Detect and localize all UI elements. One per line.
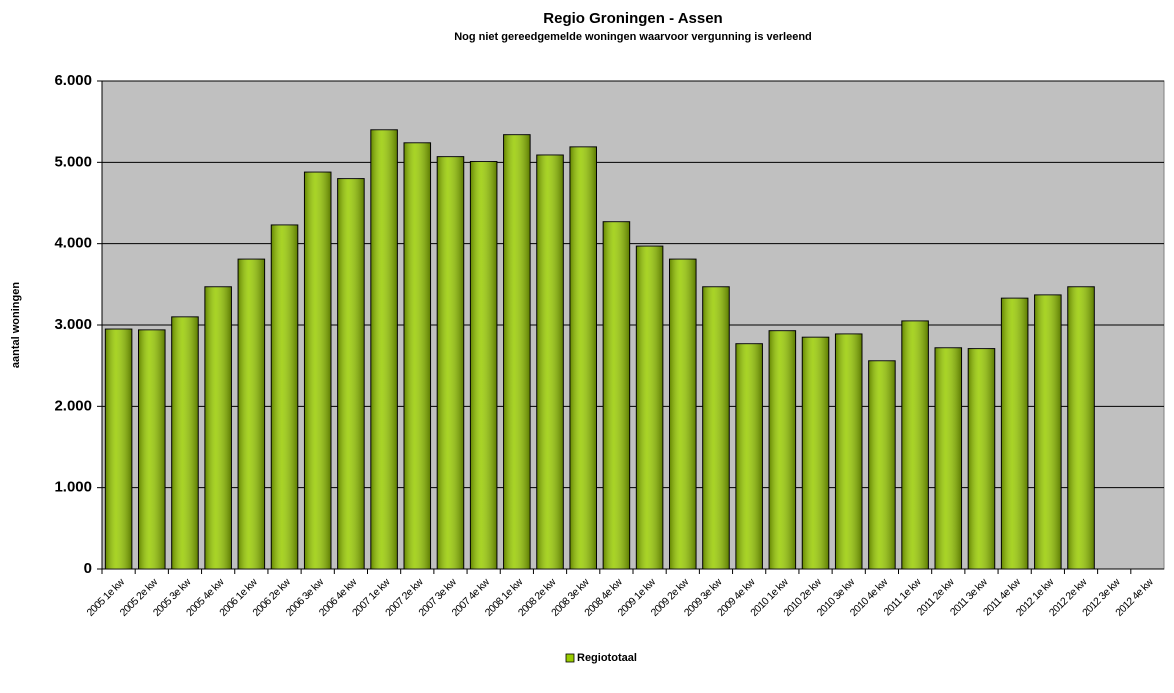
bar (635, 245, 664, 570)
bar (104, 328, 133, 570)
bar (768, 330, 797, 570)
bar-group (768, 330, 797, 570)
bar (270, 224, 299, 570)
bar (469, 161, 498, 570)
bar (702, 286, 730, 570)
bar (934, 347, 963, 570)
bar (536, 154, 564, 570)
y-tick-label: 4.000 (54, 235, 92, 252)
y-axis-label: aantal woningen (10, 282, 22, 368)
bar-group (503, 134, 531, 570)
bar (569, 146, 597, 570)
bar-group (436, 156, 465, 570)
bar (735, 343, 763, 570)
bar (503, 134, 531, 570)
y-tick-label: 1.000 (54, 479, 92, 496)
y-tick-label: 6.000 (54, 72, 92, 89)
bar-group (602, 221, 631, 570)
bar-group (801, 336, 830, 570)
bar (237, 258, 266, 570)
bar (1067, 286, 1095, 570)
y-tick-label: 2.000 (54, 397, 92, 414)
bar-group (104, 328, 133, 570)
bar-group (138, 329, 166, 570)
bar (436, 156, 465, 570)
bar (602, 221, 631, 570)
y-tick-label: 0 (84, 560, 92, 577)
chart-title: Regio Groningen - Assen (543, 10, 722, 27)
bar-group (934, 347, 963, 570)
bar-group (270, 224, 299, 570)
bar-group (1034, 294, 1062, 570)
bar (204, 286, 232, 570)
legend-label: Regiototaal (577, 652, 637, 664)
bar (834, 333, 863, 570)
bar (337, 178, 365, 570)
bar (801, 336, 830, 570)
bar-group (635, 245, 664, 570)
bar-group (403, 142, 432, 570)
bar (403, 142, 432, 570)
bar (1034, 294, 1062, 570)
bar-group (702, 286, 730, 570)
bar-group (370, 129, 398, 570)
bar-group (569, 146, 597, 570)
bar-group (1000, 297, 1029, 570)
bar (370, 129, 398, 570)
bar-group (901, 320, 929, 570)
bar-group (834, 333, 863, 570)
bar-group (171, 316, 199, 570)
y-tick-label: 3.000 (54, 316, 92, 333)
bar-group (237, 258, 266, 570)
bar (303, 171, 332, 570)
bar (138, 329, 166, 570)
bar (1000, 297, 1029, 570)
bar (171, 316, 199, 570)
x-tick-label: 2012 4e kw (1113, 576, 1156, 619)
bar-group (337, 178, 365, 570)
bar-group (1067, 286, 1095, 570)
bar-group (536, 154, 564, 570)
legend-swatch (565, 653, 575, 663)
bar-group (669, 258, 697, 570)
bar (868, 360, 896, 570)
chart-subtitle: Nog niet gereedgemelde woningen waarvoor… (454, 31, 812, 43)
bar (669, 258, 697, 570)
bar (901, 320, 929, 570)
bar-group (868, 360, 896, 570)
bar-group (303, 171, 332, 570)
bar-group (967, 348, 996, 570)
bar-group (735, 343, 763, 570)
bar (967, 348, 996, 570)
bar-group (469, 161, 498, 570)
bar-group (204, 286, 232, 570)
y-tick-label: 5.000 (54, 153, 92, 170)
